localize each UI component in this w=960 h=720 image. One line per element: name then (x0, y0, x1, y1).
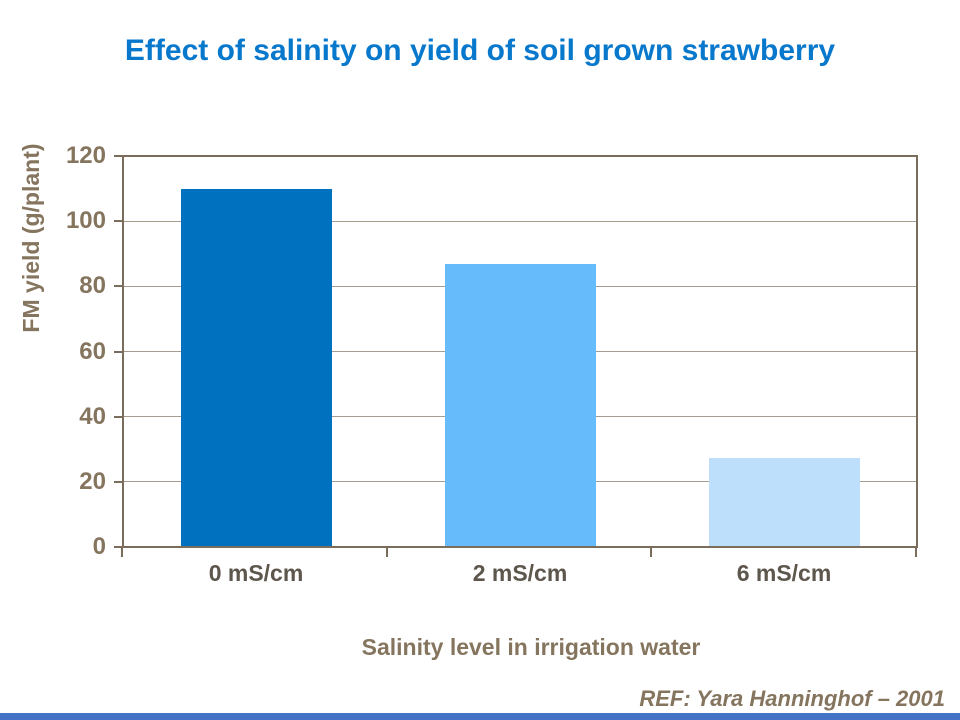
y-axis-tick-60 (114, 350, 122, 353)
y-axis-tick-20 (114, 480, 122, 483)
x-cat-label-2-ms-cm: 2 mS/cm (472, 560, 568, 586)
y-tick-label-100: 100 (65, 207, 106, 235)
x-cat-label-6-ms-cm: 6 mS/cm (736, 560, 832, 586)
plot-area (122, 155, 918, 548)
x-cat-label-0-ms-cm: 0 mS/cm (208, 560, 304, 586)
x-axis-tick-0 (121, 548, 123, 557)
y-axis-tick-40 (114, 415, 122, 418)
reference-text: REF: Yara Hanninghof – 2001 (639, 686, 945, 711)
y-tick-label-80: 80 (79, 272, 106, 300)
x-axis-tick-1 (385, 548, 388, 557)
y-axis-tick-80 (114, 285, 122, 288)
x-axis-tick-3 (915, 548, 917, 557)
bar-0-ms-cm (180, 189, 332, 546)
y-tick-label-0: 0 (92, 533, 106, 560)
y-tick-label-120: 120 (65, 142, 106, 169)
y-tick-label-40: 40 (79, 402, 106, 430)
y-tick-label-60: 60 (79, 337, 106, 365)
y-axis-tick-0 (114, 546, 122, 548)
gridline-100 (124, 221, 916, 223)
y-axis-tick-100 (114, 220, 122, 223)
footer-stripe (0, 713, 960, 720)
x-axis-tick-2 (650, 548, 653, 557)
bar-6-ms-cm (708, 458, 860, 546)
y-axis-tick-120 (114, 155, 122, 157)
bar-2-ms-cm (444, 263, 596, 546)
chart-title: Effect of salinity on yield of soil grow… (124, 34, 836, 67)
y-tick-label-20: 20 (79, 467, 106, 495)
x-axis-title: Salinity level in irrigation water (361, 634, 701, 660)
